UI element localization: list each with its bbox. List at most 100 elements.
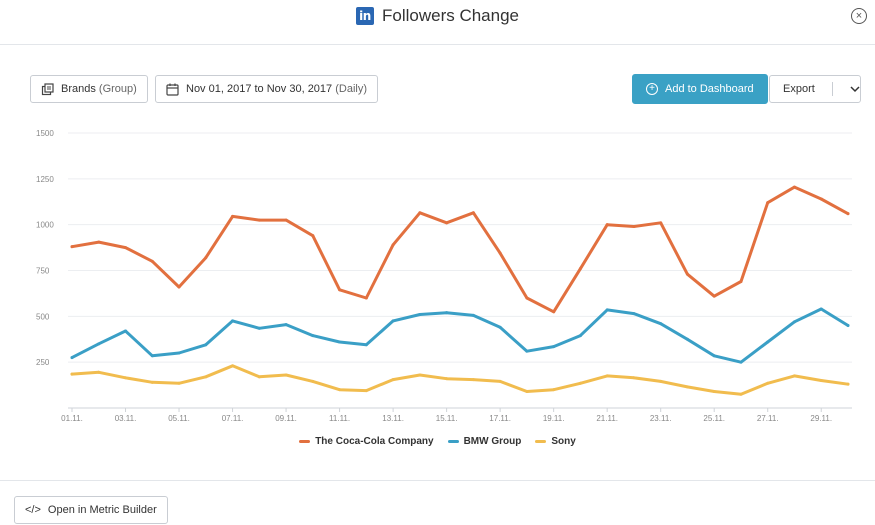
- data-point-coca_cola: [418, 211, 422, 215]
- brands-group-button[interactable]: Brands (Group): [30, 75, 148, 103]
- export-button[interactable]: Export: [769, 75, 861, 103]
- data-point-bmw: [525, 349, 529, 353]
- legend-item-sony[interactable]: Sony: [535, 436, 576, 447]
- add-to-dashboard-label: Add to Dashboard: [665, 83, 754, 95]
- x-tick-label: 27.11.: [757, 414, 779, 423]
- date-granularity-text: (Daily): [335, 83, 368, 95]
- x-tick-label: 29.11.: [810, 414, 832, 423]
- data-point-coca_cola: [498, 251, 502, 255]
- legend-swatch: [299, 440, 311, 443]
- legend-label: The Coca-Cola Company: [315, 436, 434, 447]
- brands-label: Brands (Group): [61, 83, 137, 95]
- data-point-bmw: [150, 354, 154, 358]
- data-point-bmw: [338, 340, 342, 344]
- modal-header: in Followers Change ×: [0, 0, 875, 45]
- data-point-bmw: [311, 334, 315, 338]
- data-point-bmw: [792, 320, 796, 324]
- data-point-bmw: [605, 308, 609, 312]
- data-point-coca_cola: [338, 288, 342, 292]
- data-point-sony: [525, 390, 529, 393]
- data-point-coca_cola: [70, 245, 74, 249]
- data-point-sony: [70, 372, 74, 376]
- series-line-sony: [70, 364, 850, 396]
- legend-item-bmw[interactable]: BMW Group: [447, 436, 522, 447]
- data-point-sony: [418, 373, 422, 377]
- data-point-coca_cola: [364, 296, 368, 300]
- legend-swatch: [447, 440, 459, 443]
- data-point-coca_cola: [685, 272, 689, 276]
- brands-group-icon: [41, 82, 54, 95]
- data-point-bmw: [70, 356, 74, 360]
- close-icon[interactable]: ×: [851, 8, 867, 24]
- data-point-coca_cola: [150, 259, 154, 263]
- data-point-coca_cola: [632, 225, 636, 228]
- data-point-sony: [846, 382, 850, 386]
- data-point-sony: [97, 370, 101, 374]
- data-point-sony: [712, 390, 716, 393]
- data-point-coca_cola: [605, 223, 609, 227]
- data-point-sony: [471, 378, 475, 382]
- plus-circle-icon: +: [646, 83, 658, 95]
- data-point-bmw: [97, 342, 101, 346]
- data-point-coca_cola: [552, 310, 556, 314]
- export-label: Export: [783, 83, 815, 95]
- add-to-dashboard-button[interactable]: + Add to Dashboard: [632, 74, 768, 104]
- data-point-coca_cola: [846, 212, 850, 216]
- legend-label: BMW Group: [463, 436, 522, 447]
- x-tick-label: 07.11.: [222, 414, 244, 423]
- data-point-sony: [231, 364, 235, 368]
- date-range-button[interactable]: Nov 01, 2017 to Nov 30, 2017 (Daily): [155, 75, 379, 103]
- data-point-coca_cola: [284, 218, 288, 222]
- data-point-bmw: [204, 343, 208, 347]
- data-point-coca_cola: [311, 234, 315, 238]
- data-point-sony: [819, 379, 823, 382]
- data-point-bmw: [177, 351, 181, 355]
- x-tick-label: 23.11.: [650, 414, 672, 423]
- data-point-coca_cola: [445, 221, 449, 225]
- data-point-sony: [124, 376, 128, 380]
- data-point-coca_cola: [204, 256, 208, 260]
- x-tick-label: 13.11.: [382, 414, 404, 423]
- data-point-bmw: [471, 313, 475, 317]
- x-tick-label: 19.11.: [543, 414, 565, 423]
- data-point-sony: [605, 374, 609, 378]
- data-point-coca_cola: [525, 296, 529, 300]
- data-point-bmw: [445, 311, 449, 315]
- data-point-sony: [739, 392, 743, 396]
- legend-item-coca_cola[interactable]: The Coca-Cola Company: [299, 436, 434, 447]
- data-point-bmw: [659, 322, 663, 326]
- calendar-icon: [166, 83, 179, 96]
- data-point-sony: [284, 373, 288, 377]
- modal-footer: </> Open in Metric Builder: [0, 480, 875, 525]
- x-tick-label: 15.11.: [436, 414, 458, 423]
- data-point-sony: [204, 375, 208, 379]
- x-tick-label: 03.11.: [115, 414, 137, 423]
- data-point-coca_cola: [739, 280, 743, 283]
- brands-label-text: Brands: [61, 83, 96, 95]
- open-in-metric-builder-button[interactable]: </> Open in Metric Builder: [14, 496, 168, 524]
- data-point-bmw: [819, 307, 823, 311]
- data-point-coca_cola: [659, 221, 663, 225]
- data-point-coca_cola: [712, 294, 716, 298]
- x-tick-label: 09.11.: [275, 414, 297, 423]
- data-point-bmw: [632, 312, 636, 316]
- data-point-sony: [445, 377, 449, 381]
- data-point-bmw: [418, 313, 422, 316]
- data-point-coca_cola: [124, 246, 128, 250]
- chevron-down-icon[interactable]: [850, 85, 860, 93]
- data-point-sony: [311, 379, 315, 383]
- open-in-metric-builder-label: Open in Metric Builder: [47, 504, 157, 516]
- y-tick-label: 1250: [36, 175, 54, 184]
- data-point-sony: [659, 379, 663, 383]
- data-point-coca_cola: [257, 218, 261, 222]
- data-point-coca_cola: [766, 201, 770, 205]
- data-point-sony: [338, 388, 342, 392]
- data-point-bmw: [231, 319, 235, 323]
- export-divider: [831, 82, 833, 96]
- toolbar: Brands (Group) Nov 01, 2017 to Nov 30, 2…: [0, 74, 875, 104]
- data-point-bmw: [391, 319, 395, 323]
- y-tick-label: 250: [36, 358, 50, 367]
- data-point-bmw: [257, 326, 261, 330]
- data-point-bmw: [739, 360, 743, 364]
- x-tick-label: 11.11.: [329, 414, 350, 423]
